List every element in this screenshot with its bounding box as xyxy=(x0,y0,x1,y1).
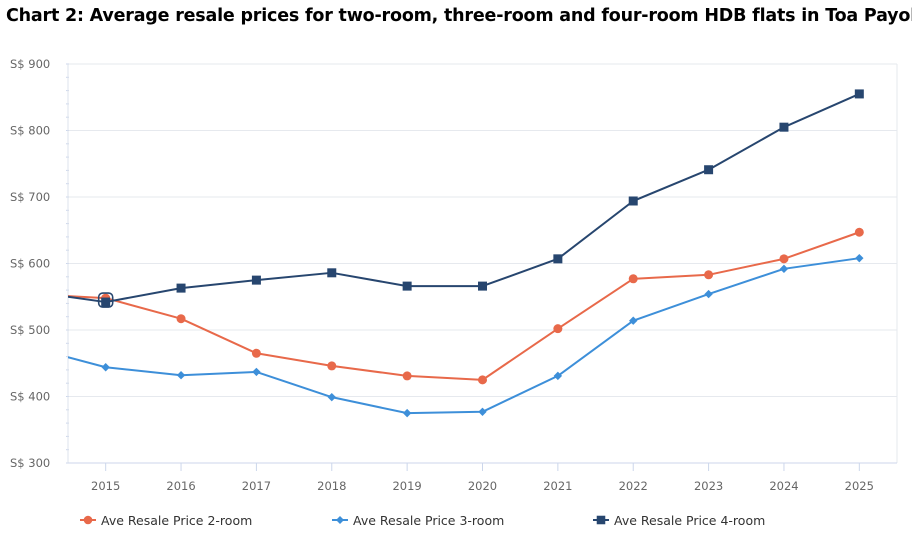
data-point-2-room-2023 xyxy=(704,270,714,280)
data-point-2-room-2017 xyxy=(251,348,261,358)
y-tick-label: S$ 400 xyxy=(10,390,50,404)
data-point-4-room-2016 xyxy=(176,283,186,293)
x-tick-label: 2018 xyxy=(317,479,346,493)
series-lines xyxy=(68,93,860,415)
data-point-2-room-2019 xyxy=(402,371,412,381)
data-point-4-room-2024 xyxy=(779,122,789,132)
data-point-2-room-2025 xyxy=(854,227,864,237)
data-point-4-room-2018 xyxy=(327,268,337,278)
data-point-4-room-2017 xyxy=(251,275,261,285)
x-tick-label: 2024 xyxy=(769,479,798,493)
data-point-3-room-2019 xyxy=(402,408,412,418)
x-tick-label: 2016 xyxy=(166,479,195,493)
legend-marker-icon xyxy=(596,515,606,525)
data-point-3-room-2022 xyxy=(629,316,638,325)
series-line-4-room xyxy=(68,93,860,304)
y-tick-label: S$ 900 xyxy=(10,57,50,71)
legend-label: Ave Resale Price 3-room xyxy=(353,513,504,528)
x-tick-label: 2019 xyxy=(392,479,421,493)
data-point-3-room-2021 xyxy=(553,371,563,381)
legend-item-2-room[interactable]: Ave Resale Price 2-room xyxy=(80,513,252,528)
data-point-2-room-2020 xyxy=(478,375,487,385)
legend-label: Ave Resale Price 2-room xyxy=(101,513,252,528)
y-tick-label: S$ 700 xyxy=(10,190,50,204)
data-point-2-room-2021 xyxy=(553,324,563,334)
y-tick-label: S$ 800 xyxy=(10,124,50,138)
x-tick-label: 2023 xyxy=(694,479,723,493)
x-tick-label: 2017 xyxy=(242,479,271,493)
legend-label: Ave Resale Price 4-room xyxy=(614,513,765,528)
legend: Ave Resale Price 2-room Ave Resale Price … xyxy=(80,513,765,528)
data-point-3-room-2023 xyxy=(704,289,713,299)
legend-marker-icon xyxy=(336,516,344,524)
data-point-4-room-2015 xyxy=(101,297,111,307)
legend-marker-icon xyxy=(83,515,93,525)
series-line-2-room xyxy=(68,231,860,381)
chart-title: Chart 2: Average resale prices for two-r… xyxy=(6,6,912,26)
x-tick-label: 2015 xyxy=(91,479,120,493)
data-point-4-room-2019 xyxy=(402,281,412,291)
x-tick-label: 2025 xyxy=(845,479,874,493)
hover-highlight-ring xyxy=(97,292,114,308)
data-point-3-room-2024 xyxy=(779,264,789,274)
data-point-4-room-2022 xyxy=(628,196,638,206)
data-point-2-room-2016 xyxy=(176,314,186,324)
axes: S$ 300 S$ 400 S$ 500 S$ 600 S$ 700 S$ 800 S$ 9… xyxy=(10,57,898,493)
y-tick-label: S$ 300 xyxy=(10,456,50,470)
data-point-4-room-2021 xyxy=(553,254,563,264)
data-point-4-room-2025 xyxy=(854,89,864,99)
data-point-4-room-2020 xyxy=(478,281,487,291)
data-point-3-room-2015 xyxy=(101,363,110,372)
legend-item-4-room[interactable]: Ave Resale Price 4-room xyxy=(593,513,765,528)
data-point-2-room-2024 xyxy=(779,254,789,264)
data-point-3-room-2018 xyxy=(327,392,336,402)
data-point-3-room-2016 xyxy=(176,371,186,380)
y-tick-label: S$ 600 xyxy=(10,257,50,271)
y-tick-label: S$ 500 xyxy=(10,323,50,337)
data-point-3-room-2025 xyxy=(855,253,864,263)
x-tick-label: 2020 xyxy=(468,479,497,493)
x-tick-label: 2022 xyxy=(619,479,648,493)
x-tick-label: 2021 xyxy=(543,479,572,493)
data-point-2-room-2018 xyxy=(327,361,337,371)
data-point-3-room-2017 xyxy=(252,367,261,377)
series-line-3-room xyxy=(68,257,860,415)
grid-lines xyxy=(68,63,897,464)
data-point-2-room-2022 xyxy=(628,274,638,284)
data-point-3-room-2020 xyxy=(478,407,487,416)
series-markers xyxy=(97,89,864,418)
data-point-4-room-2023 xyxy=(704,165,714,175)
legend-item-3-room[interactable]: Ave Resale Price 3-room xyxy=(332,513,504,528)
